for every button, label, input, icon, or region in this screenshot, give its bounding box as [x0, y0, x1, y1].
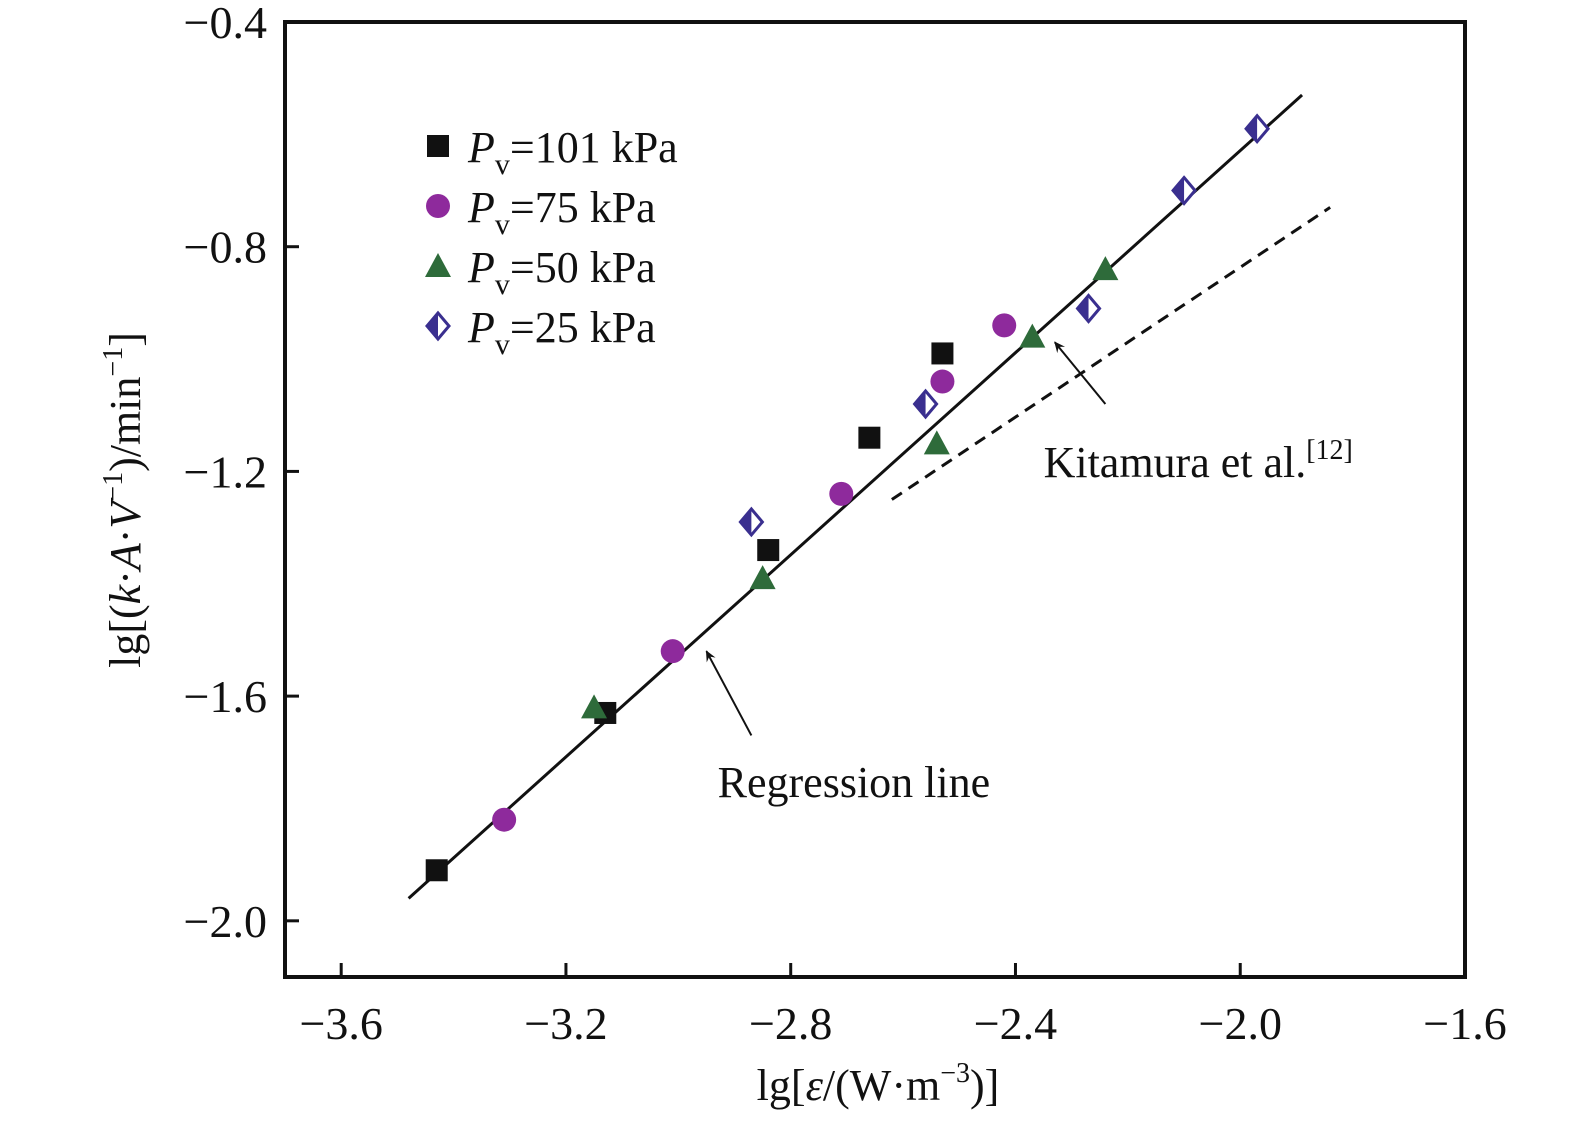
y-axis-title-var-a: A: [101, 542, 150, 573]
legend-marker-diamond-fill: [427, 313, 438, 339]
data-point-triangle: [749, 565, 776, 590]
data-point-diamond-fill: [1173, 177, 1185, 204]
data-point-square: [425, 859, 448, 882]
x-tick-label: −2.0: [1199, 998, 1282, 1049]
legend-label-sub: v: [495, 148, 510, 181]
data-point-square: [757, 539, 780, 562]
data-point-circle: [492, 807, 517, 832]
data-point-triangle: [1019, 323, 1046, 348]
plot-frame: [283, 20, 1467, 979]
y-tick-label: −0.8: [184, 222, 267, 273]
y-tick-label: −1.2: [184, 446, 267, 497]
legend-label-var: P: [467, 183, 495, 232]
data-point-diamond-fill: [1077, 295, 1089, 322]
legend-label-var: P: [467, 303, 495, 352]
kitamura-label-main: Kitamura et al.: [1044, 438, 1307, 487]
kitamura-label: Kitamura et al.[12]: [1044, 435, 1353, 487]
x-tick-label: −1.6: [1423, 998, 1506, 1049]
y-tick-label: −2.0: [184, 896, 267, 947]
x-axis-title-sup: −3: [940, 1058, 970, 1089]
x-axis-title: lg[ε/(W·m−3)]: [757, 1058, 1000, 1110]
legend-label-rest: =50 kPa: [510, 243, 656, 292]
data-point-circle: [660, 639, 685, 664]
kitamura-dashed-line: [891, 206, 1331, 501]
data-point-diamond-fill: [740, 508, 752, 535]
data-point-square: [931, 342, 954, 365]
data-point-diamond: [1171, 175, 1198, 206]
regression-line-label: Regression line: [718, 758, 991, 807]
legend-marker-square: [427, 135, 449, 157]
x-axis-title-pre: lg[: [757, 1061, 806, 1110]
legend-label-var: P: [467, 123, 495, 172]
legend-marker-triangle: [425, 253, 451, 277]
data-point-circle: [992, 313, 1017, 338]
regression-arrow: [705, 650, 753, 736]
y-axis-title-dot1: ·: [101, 570, 150, 585]
legend-label-rest: =25 kPa: [510, 303, 656, 352]
data-point-diamond-fill: [1246, 115, 1258, 142]
legend-label-rest: =75 kPa: [510, 183, 656, 232]
x-axis-title-end: )]: [970, 1061, 999, 1110]
x-tick-label: −3.6: [299, 998, 382, 1049]
y-axis-title-var-v: V: [101, 497, 150, 529]
data-point-triangle: [923, 430, 950, 455]
y-tick-label: −1.6: [184, 671, 267, 722]
data-point-diamond: [1075, 293, 1102, 324]
y-axis-title-sup1: −1: [98, 472, 129, 502]
y-tick-label: −0.4: [184, 0, 267, 48]
data-point-diamond-fill: [914, 391, 926, 417]
data-point-circle: [930, 369, 955, 394]
regression-line: [407, 93, 1304, 900]
data-point-diamond: [738, 506, 765, 538]
y-axis-title-end: ]: [101, 332, 150, 347]
data-point-triangle: [1092, 256, 1119, 281]
y-axis-title-dot2: ·: [101, 529, 150, 544]
y-axis-title-var-k: k: [101, 583, 150, 604]
data-point-triangle: [581, 694, 608, 719]
y-axis-title: lg[(k·A·V−1)/min−1]: [98, 332, 150, 668]
legend-label-sub: v: [495, 208, 510, 241]
legend-label: Pv=50 kPa: [467, 243, 656, 301]
kitamura-label-sup: [12]: [1306, 435, 1353, 466]
data-point-diamond: [912, 388, 939, 420]
kitamura-arrow: [1054, 341, 1107, 405]
data-point-circle: [829, 481, 854, 506]
y-axis-title-mid: )/min: [101, 377, 150, 472]
data-point-square: [858, 426, 881, 449]
x-axis-title-post: /(W·m: [823, 1061, 940, 1110]
legend-label-sub: v: [495, 268, 510, 301]
legend-label: Pv=25 kPa: [467, 303, 656, 361]
x-tick-label: −2.8: [749, 998, 832, 1049]
data-point-diamond: [1244, 113, 1271, 145]
legend-label-var: P: [467, 243, 495, 292]
x-tick-label: −3.2: [524, 998, 607, 1049]
y-axis-title-pre: lg[(: [101, 604, 150, 668]
legend-marker-circle: [426, 194, 450, 218]
legend-marker-diamond: [425, 310, 451, 342]
x-axis-title-var: ε: [806, 1061, 824, 1110]
legend-label: Pv=101 kPa: [467, 123, 678, 181]
x-tick-label: −2.4: [974, 998, 1057, 1049]
legend-label-rest: =101 kPa: [510, 123, 678, 172]
legend-label-sub: v: [495, 328, 510, 361]
y-axis-title-sup2: −1: [98, 347, 129, 377]
legend-label: Pv=75 kPa: [467, 183, 656, 241]
